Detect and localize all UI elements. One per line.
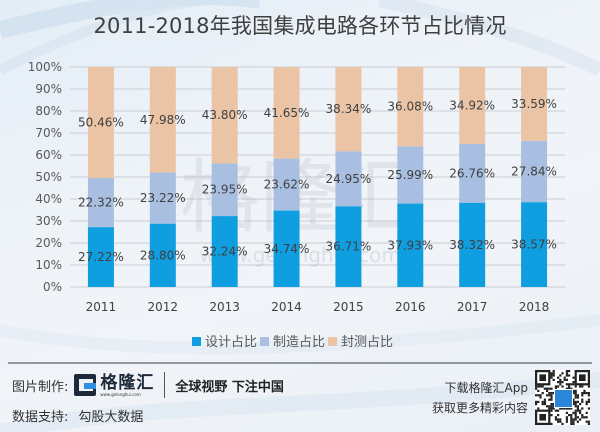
bar-segment (149, 223, 176, 287)
logo-url: www.gelonghui.com (100, 391, 141, 397)
qr-logo-icon (554, 389, 573, 408)
gelonghui-logo: 格隆汇 www.gelonghui.com (74, 374, 154, 397)
y-tick-label: 90% (35, 82, 62, 96)
value-label: 38.32% (449, 238, 495, 252)
x-tick-label: 2013 (209, 300, 240, 314)
legend-label: 制造占比 (273, 335, 325, 350)
x-tick-label: 2014 (271, 300, 302, 314)
value-label: 33.59% (511, 97, 557, 111)
bars (87, 66, 548, 287)
x-tick-label: 2018 (519, 300, 550, 314)
value-label: 32.24% (202, 245, 248, 259)
logo-separator (164, 372, 166, 398)
legend-label: 设计占比 (205, 335, 257, 350)
bar-segment (211, 163, 238, 217)
value-label: 41.65% (264, 106, 310, 120)
bar-segment (273, 66, 300, 159)
download-line-2: 获取更多精彩内容 (431, 401, 528, 415)
value-label: 47.98% (140, 113, 186, 127)
slogan: 全球视野 下注中国 (175, 379, 284, 395)
x-axis: 2011 2012 2013 2014 2015 2016 2017 2018 (86, 300, 550, 314)
value-label: 27.22% (78, 250, 124, 264)
bar-segment (397, 67, 424, 147)
legend-item: 封测占比 (328, 335, 393, 350)
value-label: 23.62% (264, 178, 310, 192)
value-label: 34.92% (449, 98, 495, 112)
bar-segment (397, 203, 424, 287)
bar-segment (87, 227, 114, 287)
y-tick-label: 50% (35, 170, 62, 184)
bar-segment (459, 202, 486, 287)
data-support-value: 勾股大数据 (78, 409, 144, 425)
value-label: 28.80% (140, 248, 186, 262)
bar-segment (335, 206, 362, 287)
y-tick-label: 70% (35, 126, 62, 140)
x-tick-label: 2016 (395, 300, 426, 314)
bar-segment (459, 67, 486, 144)
qr-code-icon[interactable] (535, 370, 590, 425)
y-tick-label: 0% (43, 280, 62, 294)
y-tick-label: 80% (35, 104, 62, 118)
value-label: 22.32% (78, 196, 124, 210)
legend-swatch (328, 337, 337, 346)
app-download-promo: 下载格隆汇App 获取更多精彩内容 (432, 378, 528, 418)
bar-segment (87, 178, 114, 228)
legend-swatch (260, 337, 269, 346)
value-label: 26.76% (449, 166, 495, 180)
y-tick-label: 10% (35, 258, 62, 272)
bar-segment (521, 67, 548, 141)
y-tick-label: 40% (35, 192, 62, 206)
download-line-1: 下载格隆汇App (444, 381, 528, 395)
value-label: 27.84% (511, 165, 557, 179)
footer-divider (8, 362, 592, 364)
bar-segment (521, 140, 548, 203)
x-tick-label: 2012 (148, 300, 179, 314)
value-label: 36.08% (387, 100, 433, 114)
bar-segment (521, 202, 548, 287)
value-label: 25.99% (387, 168, 433, 182)
value-label: 34.74% (264, 242, 310, 256)
value-label: 38.34% (326, 102, 372, 116)
value-label: 36.71% (326, 240, 372, 254)
legend-swatch (192, 337, 201, 346)
bar-segment (211, 216, 238, 287)
chart-title: 2011-2018年我国集成电路各环节占比情况 (93, 14, 507, 38)
bar-segment (335, 67, 362, 152)
x-tick-label: 2015 (333, 300, 364, 314)
legend-item: 制造占比 (260, 335, 325, 350)
y-tick-label: 20% (35, 236, 62, 250)
bar-segment (149, 67, 176, 173)
bar-segment (273, 210, 300, 287)
bar-segment (211, 67, 238, 164)
y-tick-label: 60% (35, 148, 62, 162)
logo-name: 格隆汇 (100, 372, 155, 393)
logo-g-icon (74, 374, 97, 396)
value-label: 37.93% (387, 238, 433, 252)
bar-segment (87, 67, 114, 179)
stacked-bar-chart: 0%10%20%30%40%50%60%70%80%90%100% 格隆汇 ww… (28, 60, 565, 350)
y-tick-label: 30% (35, 214, 62, 228)
value-label: 23.95% (202, 183, 248, 197)
bar-segment (273, 158, 300, 211)
value-label: 38.57% (511, 238, 557, 252)
data-support-label: 数据支持: (12, 409, 69, 425)
value-label: 24.95% (326, 172, 372, 186)
legend-item: 设计占比 (192, 335, 257, 350)
value-label: 50.46% (78, 116, 124, 130)
x-tick-label: 2017 (457, 300, 488, 314)
y-tick-label: 100% (28, 60, 62, 74)
bar-segment (149, 172, 176, 224)
footer-credits: 图片制作: 格隆汇 www.gelonghui.com 全球视野 下注中国 数据… (12, 370, 284, 430)
x-tick-label: 2011 (86, 300, 117, 314)
value-label: 23.22% (140, 191, 186, 205)
bar-segment (459, 143, 486, 203)
y-axis: 0% 10% 20% 30% 40% 50% 60% 70% 80% 90% 100% (28, 60, 62, 294)
value-labels: 27.22% 22.32% 50.46% 28.80% 23.22% 47.98% 32.2… (78, 97, 557, 264)
legend-label: 封测占比 (341, 335, 393, 350)
bar-segment (397, 146, 424, 204)
bar-segment (335, 151, 362, 207)
value-label: 43.80% (202, 108, 248, 122)
made-by-label: 图片制作: (12, 379, 69, 395)
legend: 设计占比 制造占比 封测占比 (192, 335, 393, 350)
